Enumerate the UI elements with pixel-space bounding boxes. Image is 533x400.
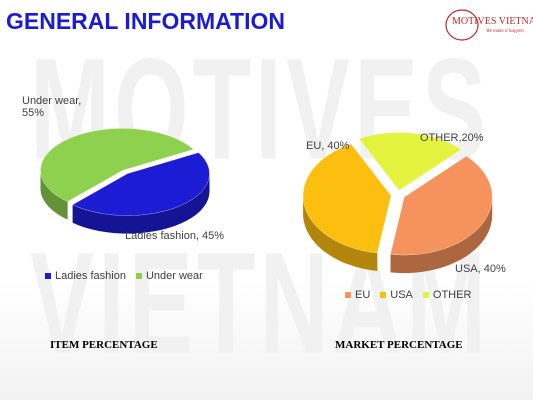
- legend-label: USA: [390, 289, 413, 301]
- legend-label: Under wear: [145, 270, 203, 282]
- pie-slice: [390, 155, 493, 256]
- data-label: Under wear, 55%: [22, 95, 82, 119]
- logo-ring: [445, 9, 479, 41]
- pie-slice: [302, 143, 392, 254]
- legend-label: Ladies fashion: [55, 270, 126, 282]
- logo-name: MOTIVES VIETNAM: [452, 16, 533, 27]
- chart-caption: MARKET PERCENTAGE: [335, 339, 463, 351]
- legend-swatch: [380, 292, 387, 299]
- legend-swatch: [45, 273, 51, 280]
- title: GENERAL INFORMATION: [6, 8, 285, 34]
- legend-label: EU: [355, 289, 371, 301]
- legend-item: EU: [345, 289, 370, 301]
- pie-slice: [358, 132, 462, 191]
- legend-swatch: [345, 292, 351, 299]
- legend: EU USA OTHER: [345, 289, 481, 301]
- pie-side: [72, 173, 210, 234]
- pie-side: [390, 197, 493, 274]
- legend-item: OTHER: [422, 289, 472, 301]
- legend-item: USA: [380, 289, 413, 301]
- data-label: USA, 40%: [455, 263, 506, 275]
- pie-side: [40, 170, 68, 220]
- chart-caption: ITEM PERCENTAGE: [50, 339, 158, 351]
- data-label: OTHER,20%: [420, 132, 484, 144]
- data-label: Ladies fashion, 45%: [125, 230, 225, 242]
- legend: Ladies fashion Under wear: [45, 270, 213, 282]
- pie-slice: [72, 152, 210, 216]
- pie-side: [303, 195, 378, 271]
- legend-item: Under wear: [135, 270, 203, 282]
- data-label: EU, 40%: [306, 140, 350, 152]
- logo-tagline: We make it happen: [486, 29, 524, 34]
- legend-swatch: [422, 292, 429, 299]
- pie-slice: [40, 128, 195, 202]
- legend-swatch: [135, 273, 142, 280]
- legend-item: Ladies fashion: [45, 270, 126, 282]
- legend-label: OTHER: [432, 289, 472, 301]
